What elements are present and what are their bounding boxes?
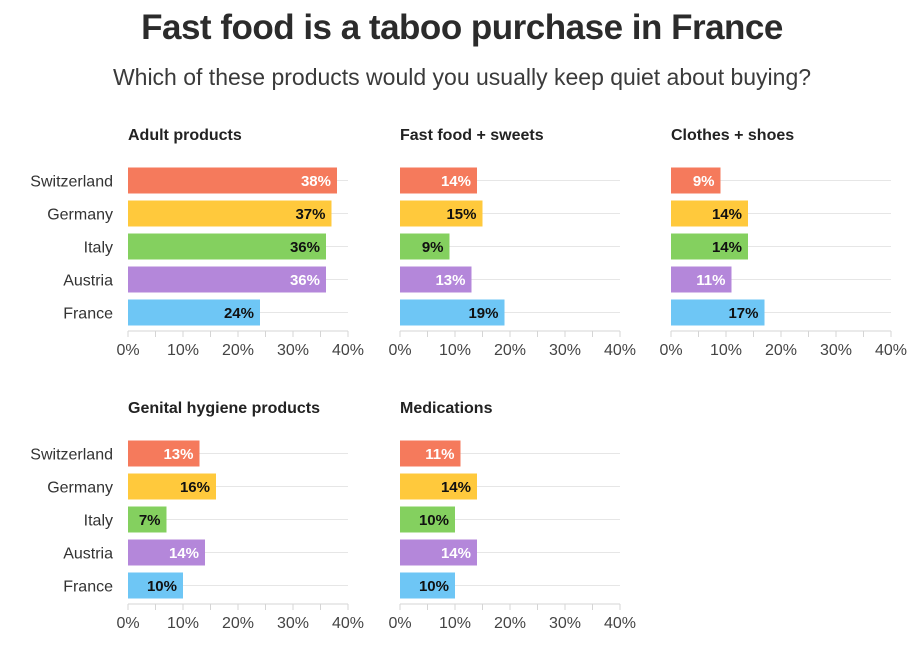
bar	[671, 200, 748, 227]
data-label: 17%	[728, 305, 758, 322]
data-label: 36%	[290, 272, 320, 289]
data-label: 14%	[441, 173, 471, 190]
x-tick-label: 10%	[167, 342, 199, 359]
chart-title: Fast food is a taboo purchase in France	[141, 8, 783, 47]
bar	[400, 200, 483, 227]
x-tick-label: 10%	[167, 615, 199, 632]
data-label: 11%	[425, 446, 454, 463]
x-tick-label: 0%	[388, 342, 411, 359]
category-label: Italy	[84, 513, 113, 530]
data-label: 9%	[693, 173, 715, 190]
category-label: Austria	[63, 273, 113, 290]
bar	[671, 299, 765, 326]
category-label: Italy	[84, 240, 113, 257]
x-tick-label: 0%	[388, 615, 411, 632]
x-tick-label: 20%	[494, 615, 526, 632]
panel-title: Clothes + shoes	[671, 127, 794, 144]
data-label: 14%	[169, 545, 199, 562]
panel-title: Genital hygiene products	[128, 400, 320, 417]
data-label: 38%	[301, 173, 331, 190]
bar	[128, 572, 183, 599]
bar	[128, 233, 326, 260]
bar	[400, 539, 477, 566]
data-label: 7%	[139, 512, 161, 529]
panel-title: Adult products	[128, 127, 242, 144]
data-label: 15%	[446, 206, 476, 223]
bar	[400, 440, 461, 467]
data-label: 9%	[422, 239, 444, 256]
bar	[400, 167, 477, 194]
data-label: 10%	[147, 578, 177, 595]
x-tick-label: 10%	[439, 615, 471, 632]
category-label: Germany	[47, 207, 113, 224]
data-label: 37%	[295, 206, 325, 223]
data-label: 19%	[468, 305, 498, 322]
x-tick-label: 20%	[222, 615, 254, 632]
x-tick-label: 40%	[332, 615, 364, 632]
x-tick-label: 30%	[277, 342, 309, 359]
category-label: Switzerland	[30, 447, 113, 464]
bar	[400, 233, 450, 260]
bar	[128, 266, 326, 293]
x-tick-label: 40%	[875, 342, 907, 359]
x-tick-label: 10%	[439, 342, 471, 359]
category-label: France	[63, 579, 113, 596]
bar	[128, 167, 337, 194]
category-label: France	[63, 306, 113, 323]
bar	[128, 440, 200, 467]
data-label: 14%	[712, 239, 742, 256]
x-tick-label: 0%	[659, 342, 682, 359]
bar	[128, 200, 332, 227]
bar	[128, 473, 216, 500]
data-label: 16%	[180, 479, 210, 496]
data-label: 13%	[435, 272, 465, 289]
chart-subtitle: Which of these products would you usuall…	[112, 64, 812, 90]
data-label: 14%	[712, 206, 742, 223]
category-label: Germany	[47, 480, 113, 497]
x-tick-label: 0%	[116, 615, 139, 632]
data-label: 14%	[441, 545, 471, 562]
bar	[400, 299, 505, 326]
x-tick-label: 20%	[765, 342, 797, 359]
x-tick-label: 10%	[710, 342, 742, 359]
x-tick-label: 20%	[222, 342, 254, 359]
bar	[400, 572, 455, 599]
data-label: 13%	[163, 446, 193, 463]
data-label: 11%	[696, 272, 725, 289]
bar	[671, 167, 721, 194]
data-label: 10%	[419, 578, 449, 595]
x-tick-label: 30%	[549, 342, 581, 359]
data-label: 24%	[224, 305, 254, 322]
bar	[400, 473, 477, 500]
x-tick-label: 40%	[332, 342, 364, 359]
x-tick-label: 40%	[604, 342, 636, 359]
category-label: Switzerland	[30, 174, 113, 191]
bar	[128, 539, 205, 566]
x-tick-label: 0%	[116, 342, 139, 359]
bar	[128, 299, 260, 326]
bar	[400, 506, 455, 533]
x-tick-label: 40%	[604, 615, 636, 632]
x-tick-label: 20%	[494, 342, 526, 359]
x-tick-label: 30%	[820, 342, 852, 359]
x-tick-label: 30%	[549, 615, 581, 632]
bar	[671, 233, 748, 260]
panel-title: Fast food + sweets	[400, 127, 544, 144]
bar	[128, 506, 167, 533]
data-label: 14%	[441, 479, 471, 496]
bar	[400, 266, 472, 293]
category-label: Austria	[63, 546, 113, 563]
panel-title: Medications	[400, 400, 493, 417]
data-label: 36%	[290, 239, 320, 256]
data-label: 10%	[419, 512, 449, 529]
x-tick-label: 30%	[277, 615, 309, 632]
bar	[671, 266, 732, 293]
